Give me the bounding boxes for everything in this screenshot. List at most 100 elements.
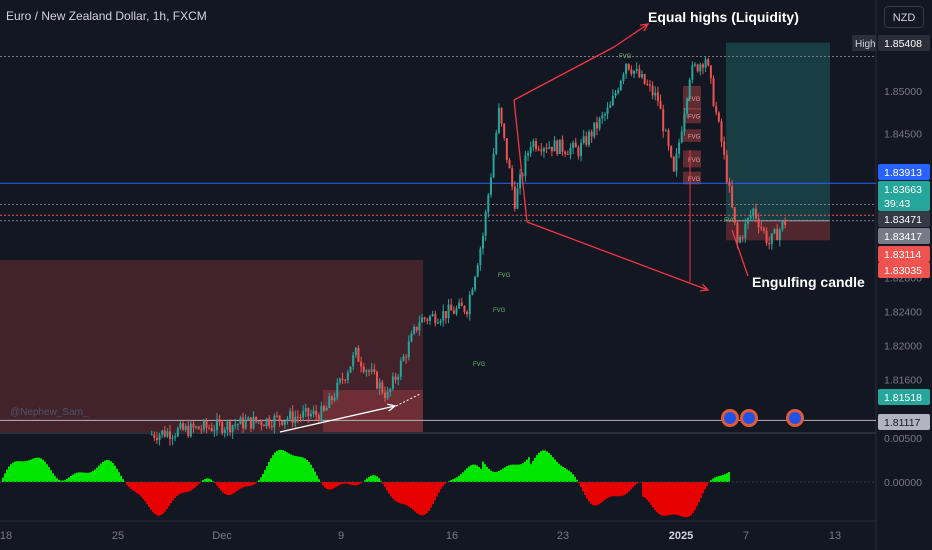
oscillator-bar (718, 476, 720, 482)
candle-body (182, 423, 185, 430)
oscillator-bar (510, 464, 512, 482)
oscillator-bar (90, 472, 92, 482)
candle-body (389, 388, 392, 392)
oscillator-bar (602, 482, 604, 502)
oscillator-bar (714, 477, 716, 482)
candle-body (519, 174, 522, 189)
candle-body (221, 422, 224, 433)
candle-body (715, 106, 718, 113)
fvg-bear-box (683, 150, 701, 168)
candle-body (215, 419, 218, 431)
oscillator-bar (440, 482, 442, 490)
symbol-title[interactable]: Euro / New Zealand Dollar, 1h, FXCM (6, 9, 207, 23)
candle-body (407, 341, 410, 358)
candle-body (683, 113, 686, 132)
candle-body (725, 154, 728, 183)
candle-body (694, 64, 696, 66)
currency-button[interactable]: NZD (884, 6, 924, 28)
oscillator-bar (296, 456, 298, 482)
price-tag-bg (878, 414, 930, 430)
oscillator-bar (426, 482, 428, 514)
price-tag-value: 1.83471 (884, 214, 922, 226)
candle-body (622, 74, 625, 81)
oscillator-bar (422, 482, 424, 516)
candle-body (762, 228, 765, 231)
oscillator-bar (594, 482, 596, 506)
oscillator-bar (190, 482, 192, 491)
oscillator-bar (144, 482, 146, 502)
oscillator-bar (450, 480, 452, 482)
oscillator-bar (254, 482, 256, 485)
oscillator-bar (288, 453, 290, 482)
candle-body (452, 310, 455, 314)
oscillator-bar (540, 451, 542, 482)
candle-body (223, 429, 226, 433)
candle-body (365, 370, 368, 372)
oscillator-bar (208, 478, 210, 482)
oscillator-bar (42, 459, 44, 482)
oscillator-bar (386, 482, 388, 491)
candle-body (213, 430, 216, 432)
candle-body (701, 64, 704, 68)
candle-body (768, 243, 771, 245)
fvg-bear-box (683, 171, 701, 185)
oscillator-bar (268, 462, 270, 482)
candle-body (741, 237, 744, 239)
price-tag-value: 1.83417 (884, 231, 922, 243)
oscillator-bar (210, 479, 212, 482)
oscillator-bar (168, 482, 170, 507)
candle-body (747, 218, 749, 224)
oscillator-bar (294, 455, 296, 482)
oscillator-bar (192, 482, 194, 490)
candle-body (442, 311, 445, 321)
candle-body (352, 355, 355, 367)
candle-body (619, 80, 622, 91)
equal-highs-arrow (613, 23, 649, 48)
engulfing-candle-label: Engulfing candle (752, 274, 865, 290)
oscillator-bar (456, 477, 458, 482)
candle-body (397, 376, 400, 380)
candle-body (574, 142, 577, 148)
oscillator-bar (690, 482, 692, 516)
candle-body (423, 317, 426, 320)
oscillator-bar (642, 482, 644, 497)
candle-body (309, 414, 312, 417)
candle-body (333, 397, 336, 401)
candle-body (577, 147, 580, 157)
oscillator-bar (356, 482, 358, 486)
candle-body (656, 92, 659, 102)
oscillator-bar (698, 482, 700, 503)
oscillator-bar (88, 472, 90, 482)
oscillator-bar (412, 482, 414, 510)
oscillator-bar (134, 482, 136, 492)
oscillator-bar (274, 452, 276, 482)
oscillator-bar (384, 482, 386, 487)
candle-body (662, 109, 665, 132)
oscillator-tick-label: 0.00000 (884, 477, 922, 489)
candle-body (686, 98, 689, 114)
candle-body (646, 83, 649, 85)
oscillator-bar (518, 464, 520, 482)
oscillator-bar (86, 472, 88, 482)
oscillator-bar (452, 479, 454, 482)
price-tag-bg (878, 211, 930, 227)
oscillator-bar (98, 465, 100, 482)
oscillator-bar (222, 482, 224, 493)
oscillator-bar (178, 482, 180, 495)
oscillator-bar (414, 482, 416, 512)
candle-body (455, 308, 458, 314)
oscillator-bar (244, 482, 246, 487)
candle-body (226, 421, 229, 430)
oscillator-bar (556, 461, 558, 482)
oscillator-bar (398, 482, 400, 503)
candle-body (731, 186, 734, 208)
candle-body (391, 376, 394, 389)
candle-body (556, 140, 559, 155)
oscillator-bar (716, 476, 718, 482)
oscillator-bar (410, 482, 412, 509)
oscillator-bar (342, 482, 344, 484)
oscillator-bar (612, 482, 614, 497)
oscillator-bar (390, 482, 392, 497)
candle-body (447, 304, 450, 319)
